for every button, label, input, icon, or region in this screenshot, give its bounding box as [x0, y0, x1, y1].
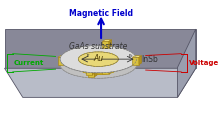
Text: Current: Current — [14, 60, 44, 66]
Ellipse shape — [60, 51, 137, 78]
Polygon shape — [86, 68, 95, 69]
Text: InSb: InSb — [141, 55, 158, 64]
Ellipse shape — [78, 52, 118, 66]
Polygon shape — [5, 68, 196, 97]
Polygon shape — [5, 29, 196, 68]
Polygon shape — [92, 68, 95, 75]
Text: Magnetic Field: Magnetic Field — [69, 9, 133, 18]
Text: rᵢ: rᵢ — [86, 53, 90, 58]
Polygon shape — [94, 69, 97, 77]
Text: rₒ: rₒ — [128, 53, 133, 58]
Polygon shape — [64, 56, 67, 65]
Polygon shape — [86, 69, 92, 75]
Polygon shape — [103, 40, 112, 41]
Ellipse shape — [78, 60, 118, 75]
Polygon shape — [139, 56, 142, 65]
Polygon shape — [109, 40, 112, 48]
Polygon shape — [78, 59, 118, 75]
Polygon shape — [132, 57, 139, 65]
Polygon shape — [103, 41, 109, 48]
Polygon shape — [88, 69, 97, 71]
Text: Voltage: Voltage — [189, 60, 219, 66]
Polygon shape — [60, 59, 137, 78]
Polygon shape — [132, 56, 142, 57]
Polygon shape — [88, 71, 94, 77]
Text: GaAs substrate: GaAs substrate — [69, 42, 128, 51]
Polygon shape — [58, 56, 67, 57]
Text: Au: Au — [93, 54, 103, 63]
Polygon shape — [178, 29, 196, 97]
Polygon shape — [103, 68, 109, 74]
Polygon shape — [58, 57, 64, 65]
Ellipse shape — [60, 45, 137, 73]
Polygon shape — [109, 67, 112, 74]
Polygon shape — [103, 67, 112, 68]
